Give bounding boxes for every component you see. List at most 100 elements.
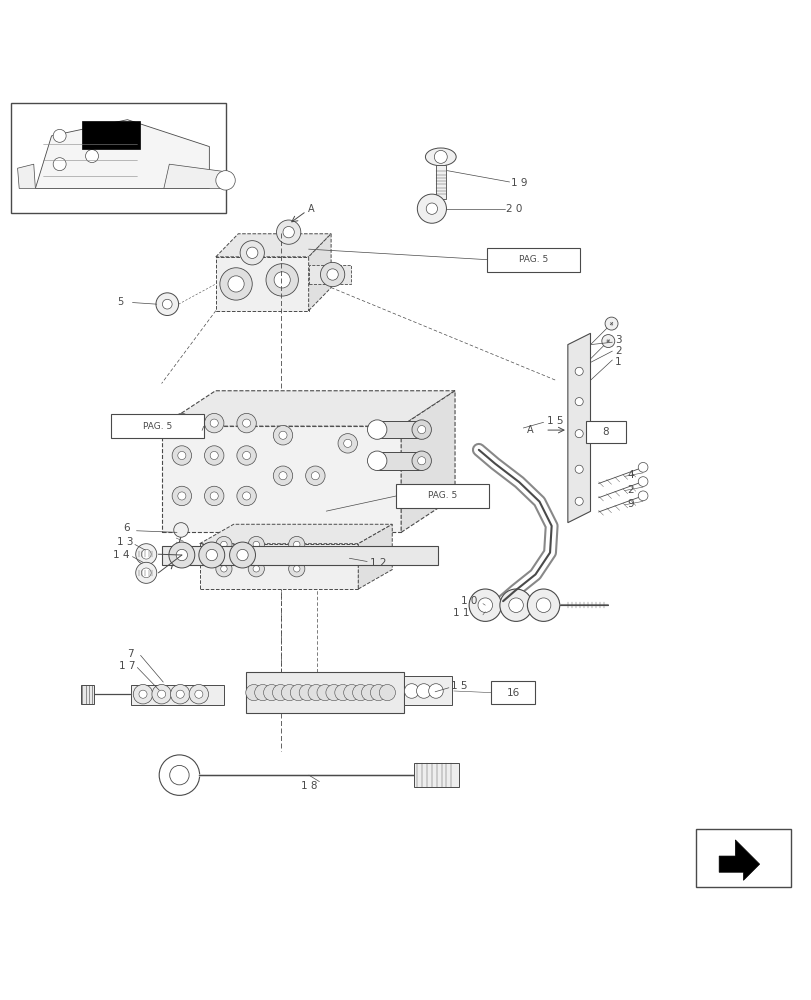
- Circle shape: [135, 562, 157, 583]
- Circle shape: [199, 542, 225, 568]
- Circle shape: [311, 472, 319, 480]
- Circle shape: [204, 486, 224, 506]
- Circle shape: [264, 685, 280, 701]
- Bar: [110, 414, 204, 438]
- Circle shape: [428, 684, 443, 698]
- Circle shape: [327, 269, 338, 280]
- Circle shape: [367, 451, 386, 470]
- Circle shape: [417, 194, 446, 223]
- Circle shape: [404, 684, 418, 698]
- Circle shape: [253, 541, 260, 548]
- Bar: [491, 681, 534, 704]
- Circle shape: [135, 544, 157, 565]
- Circle shape: [176, 690, 184, 698]
- Text: 2: 2: [627, 485, 633, 495]
- Circle shape: [230, 542, 255, 568]
- Text: 5: 5: [117, 297, 123, 307]
- Circle shape: [500, 589, 531, 621]
- Polygon shape: [216, 234, 331, 257]
- Circle shape: [273, 466, 292, 485]
- Bar: [585, 421, 625, 443]
- Circle shape: [248, 561, 264, 577]
- Circle shape: [210, 492, 218, 500]
- Polygon shape: [414, 763, 458, 787]
- Circle shape: [508, 598, 523, 612]
- Circle shape: [221, 541, 227, 548]
- Circle shape: [247, 247, 258, 258]
- Circle shape: [288, 561, 304, 577]
- Text: PAG. 5: PAG. 5: [518, 255, 547, 264]
- Polygon shape: [82, 121, 140, 149]
- Circle shape: [469, 589, 501, 621]
- Polygon shape: [18, 164, 36, 188]
- Polygon shape: [36, 120, 209, 188]
- Polygon shape: [377, 452, 421, 470]
- Bar: [396, 484, 489, 508]
- Circle shape: [253, 566, 260, 572]
- Circle shape: [361, 685, 377, 701]
- Polygon shape: [377, 421, 421, 438]
- Text: 8: 8: [602, 427, 608, 437]
- Circle shape: [417, 426, 425, 434]
- Circle shape: [156, 293, 178, 315]
- Circle shape: [337, 434, 357, 453]
- Polygon shape: [401, 391, 454, 532]
- Text: 2: 2: [614, 346, 620, 356]
- Circle shape: [178, 419, 186, 427]
- Polygon shape: [246, 672, 403, 713]
- Circle shape: [157, 690, 165, 698]
- Polygon shape: [200, 544, 358, 589]
- Circle shape: [637, 462, 647, 472]
- Polygon shape: [403, 676, 452, 705]
- Text: PAG. 5: PAG. 5: [427, 491, 457, 500]
- Circle shape: [601, 335, 614, 348]
- Polygon shape: [567, 333, 590, 523]
- Circle shape: [288, 536, 304, 553]
- Circle shape: [574, 430, 582, 438]
- Circle shape: [343, 439, 351, 447]
- Circle shape: [237, 486, 256, 506]
- Text: 1 8: 1 8: [300, 781, 317, 791]
- Circle shape: [478, 598, 492, 612]
- Polygon shape: [200, 524, 392, 544]
- Circle shape: [411, 420, 431, 439]
- Circle shape: [526, 589, 559, 621]
- Polygon shape: [164, 164, 230, 188]
- Circle shape: [221, 566, 227, 572]
- Circle shape: [281, 685, 297, 701]
- Circle shape: [237, 446, 256, 465]
- Polygon shape: [358, 524, 392, 589]
- Circle shape: [277, 220, 300, 244]
- Circle shape: [411, 451, 431, 470]
- Bar: [487, 248, 579, 272]
- Circle shape: [434, 150, 447, 163]
- Circle shape: [195, 690, 203, 698]
- Polygon shape: [216, 257, 308, 311]
- Circle shape: [53, 158, 66, 171]
- Circle shape: [535, 598, 550, 612]
- Circle shape: [242, 451, 251, 460]
- Text: 6: 6: [122, 523, 129, 533]
- Text: 7: 7: [127, 649, 133, 659]
- Circle shape: [427, 768, 441, 782]
- Circle shape: [133, 685, 152, 704]
- Circle shape: [352, 685, 368, 701]
- Circle shape: [53, 129, 66, 142]
- Circle shape: [414, 768, 429, 782]
- Text: 1 0: 1 0: [461, 596, 477, 606]
- Polygon shape: [161, 391, 454, 426]
- Circle shape: [141, 568, 151, 578]
- Circle shape: [246, 685, 262, 701]
- Circle shape: [210, 419, 218, 427]
- Circle shape: [178, 492, 186, 500]
- Polygon shape: [131, 685, 224, 705]
- Circle shape: [316, 685, 333, 701]
- Text: 1 9: 1 9: [511, 178, 527, 188]
- Circle shape: [172, 486, 191, 506]
- Circle shape: [248, 536, 264, 553]
- Circle shape: [637, 491, 647, 501]
- Polygon shape: [80, 685, 94, 704]
- Circle shape: [379, 685, 395, 701]
- Circle shape: [334, 685, 350, 701]
- Circle shape: [141, 549, 151, 559]
